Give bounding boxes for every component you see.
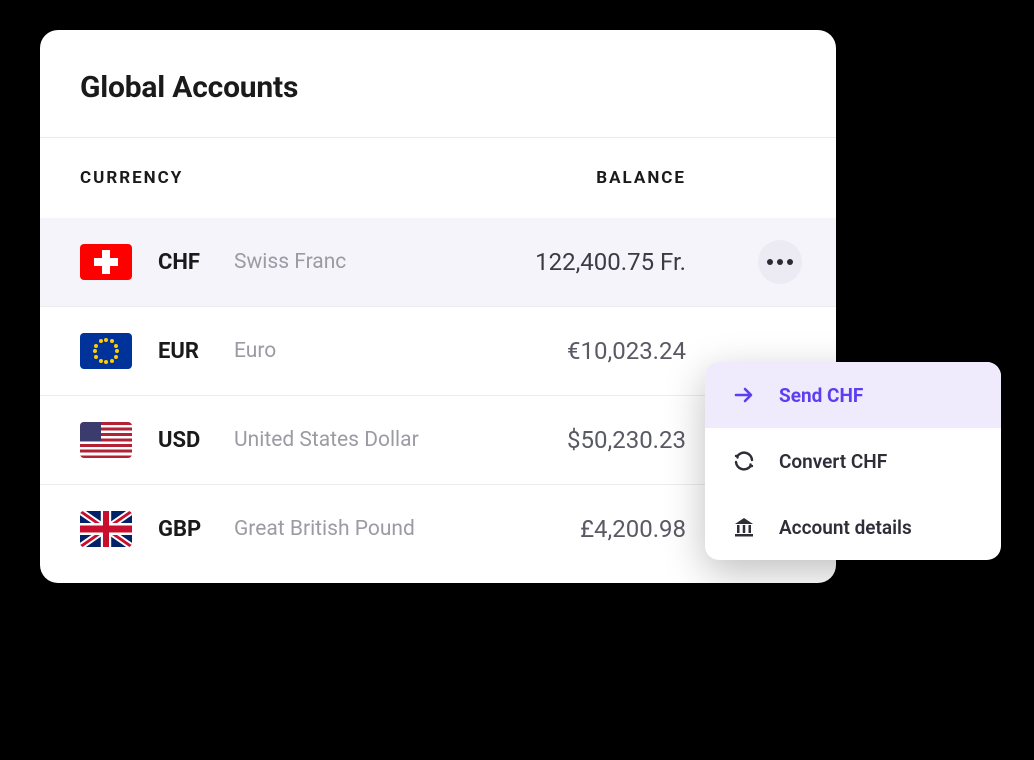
currency-code: EUR xyxy=(158,339,212,364)
arrow-right-icon xyxy=(731,382,757,408)
column-header-balance: BALANCE xyxy=(460,168,796,188)
currency-code: GBP xyxy=(158,517,212,542)
flag-us-icon xyxy=(80,422,132,458)
actions-popover: Send CHF Convert CHF Account details xyxy=(705,362,1001,560)
currency-code: CHF xyxy=(158,250,212,275)
more-icon xyxy=(767,259,793,265)
balance-value: 122,400.75 Fr. xyxy=(460,248,796,276)
popover-item-send[interactable]: Send CHF xyxy=(705,362,1001,428)
popover-item-convert[interactable]: Convert CHF xyxy=(705,428,1001,494)
columns-header: CURRENCY BALANCE xyxy=(40,138,836,218)
column-header-currency: CURRENCY xyxy=(80,168,460,188)
bank-icon xyxy=(731,514,757,540)
currency-group: GBP Great British Pound xyxy=(80,511,460,547)
currency-code: USD xyxy=(158,428,212,453)
flag-ch-icon xyxy=(80,244,132,280)
currency-name: Swiss Franc xyxy=(234,250,346,274)
popover-item-details[interactable]: Account details xyxy=(705,494,1001,560)
balance-value: €10,023.24 xyxy=(460,337,796,365)
currency-group: USD United States Dollar xyxy=(80,422,460,458)
currency-name: Euro xyxy=(234,339,276,363)
flag-gb-icon xyxy=(80,511,132,547)
currency-group: CHF Swiss Franc xyxy=(80,244,460,280)
account-row-chf[interactable]: CHF Swiss Franc 122,400.75 Fr. xyxy=(40,218,836,307)
flag-eu-icon xyxy=(80,333,132,369)
popover-label: Send CHF xyxy=(779,384,863,407)
currency-name: United States Dollar xyxy=(234,428,419,452)
card-header: Global Accounts xyxy=(40,30,836,137)
popover-label: Convert CHF xyxy=(779,450,887,473)
currency-name: Great British Pound xyxy=(234,517,415,541)
more-actions-button[interactable] xyxy=(758,240,802,284)
refresh-icon xyxy=(731,448,757,474)
currency-group: EUR Euro xyxy=(80,333,460,369)
popover-label: Account details xyxy=(779,516,912,539)
card-title: Global Accounts xyxy=(80,70,796,105)
